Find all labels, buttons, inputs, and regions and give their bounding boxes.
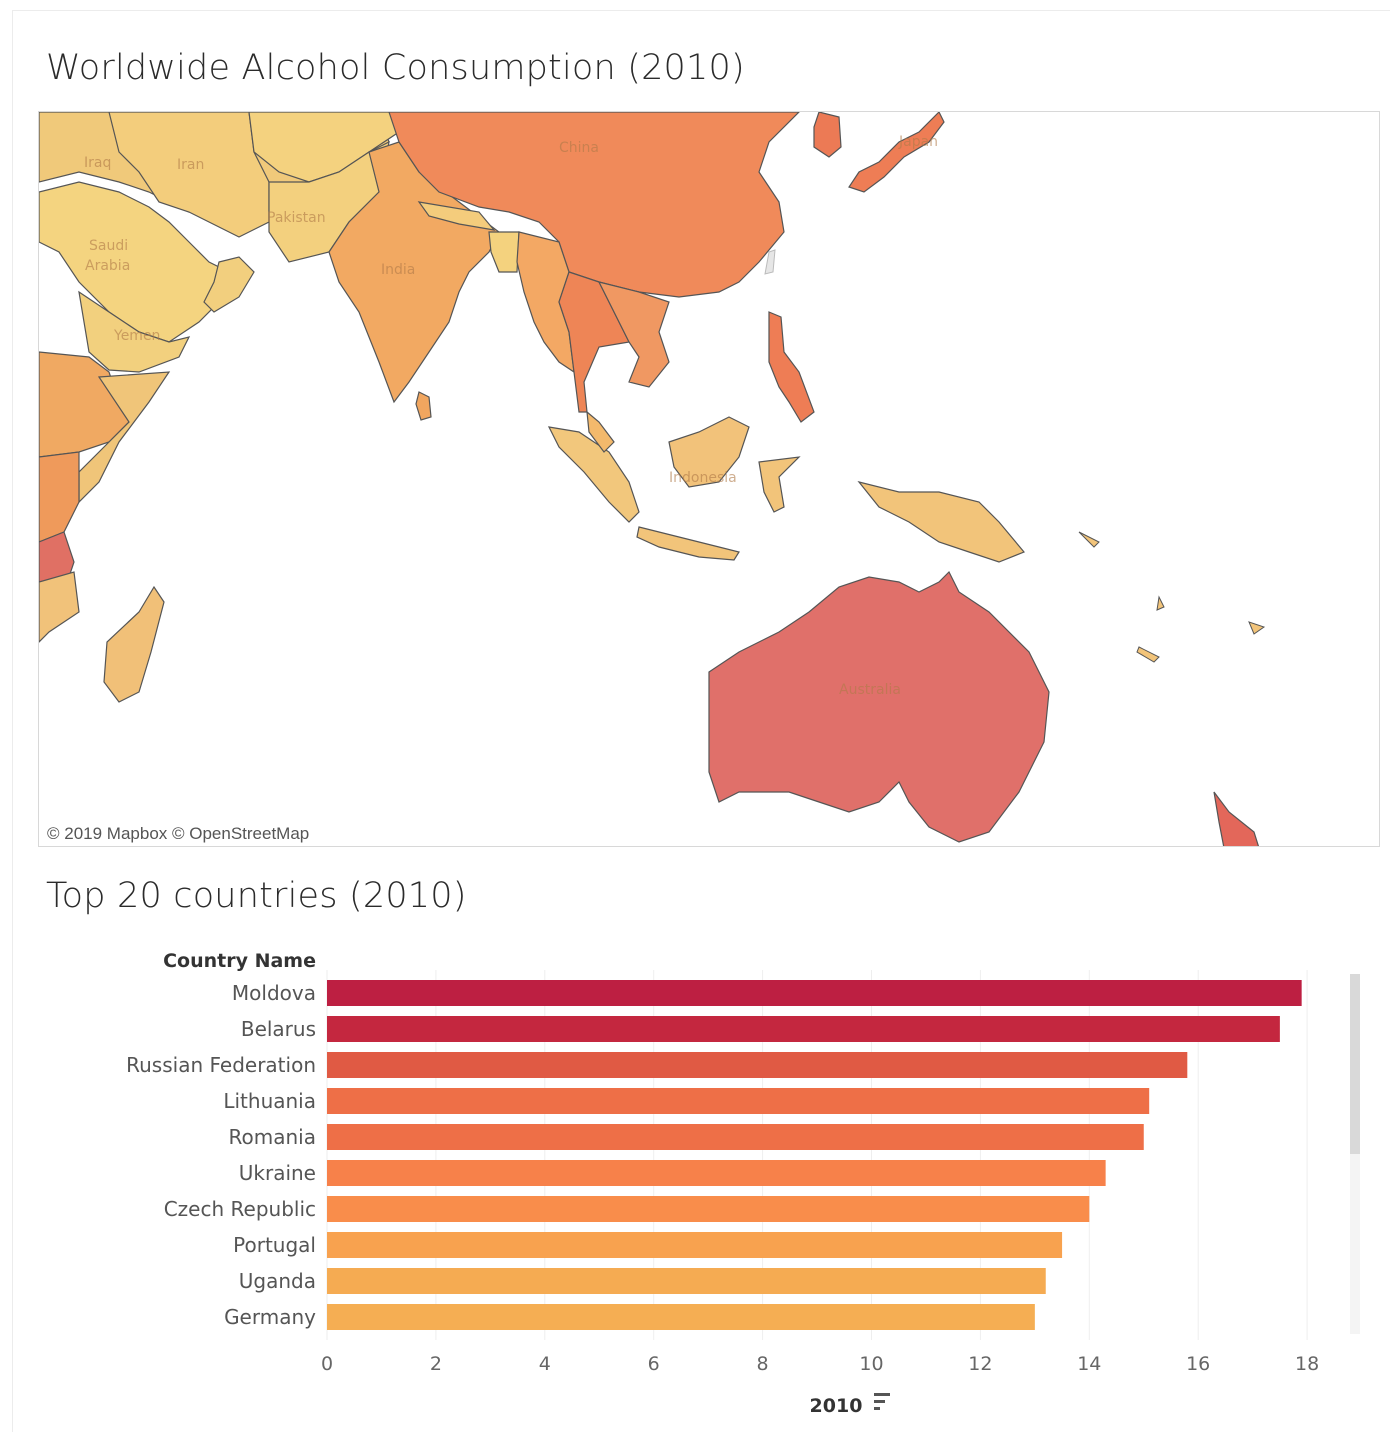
x-tick-label: 12: [968, 1353, 992, 1375]
dashboard-frame: [12, 10, 1390, 1432]
map-title: Worldwide Alcohol Consumption (2010): [46, 48, 745, 88]
bar-chart[interactable]: Country Name Moldova Belarus Russian Feder…: [0, 930, 1392, 1432]
category-label[interactable]: Lithuania: [223, 1089, 316, 1113]
x-tick-label: 0: [321, 1353, 333, 1375]
country-nepal[interactable]: [417, 201, 496, 231]
bar-germany[interactable]: [327, 1304, 1035, 1330]
bar-portugal[interactable]: [327, 1232, 1063, 1258]
country-new-zealand[interactable]: [1213, 791, 1260, 847]
bar-romania[interactable]: [327, 1124, 1144, 1150]
category-label[interactable]: Moldova: [232, 981, 316, 1005]
sort-descending-icon[interactable]: [874, 1393, 890, 1410]
bar-uganda[interactable]: [327, 1268, 1046, 1294]
map-label-china: China: [559, 140, 599, 156]
map-label-saudi: Saudi: [89, 238, 128, 254]
bar-moldova[interactable]: [327, 980, 1302, 1006]
country-java[interactable]: [636, 526, 740, 561]
country-australia[interactable]: [708, 570, 1050, 843]
category-label[interactable]: Belarus: [241, 1017, 316, 1041]
bar-belarus[interactable]: [327, 1016, 1280, 1042]
map-label-japan: Japan: [898, 134, 938, 150]
map-canvas[interactable]: Iraq Iran China Japan Pakistan Saudi Ara…: [39, 112, 1380, 847]
country-malaysia[interactable]: [586, 410, 615, 453]
bar-lithuania[interactable]: [327, 1088, 1150, 1114]
category-label[interactable]: Russian Federation: [126, 1053, 316, 1077]
islands-pacific: [1078, 531, 1266, 663]
country-sumatra[interactable]: [547, 426, 640, 523]
x-tick-label: 2: [430, 1353, 442, 1375]
bar-chart-title: Top 20 countries (2010): [46, 876, 467, 916]
country-oman[interactable]: [203, 256, 255, 313]
map-label-yemen: Yemen: [113, 328, 160, 344]
category-label[interactable]: Czech Republic: [164, 1197, 316, 1221]
map-label-iraq: Iraq: [84, 155, 111, 171]
x-axis-title: 2010: [810, 1395, 863, 1417]
country-vietnam-laos[interactable]: [597, 281, 670, 388]
bar-czech-republic[interactable]: [327, 1196, 1090, 1222]
category-label[interactable]: Uganda: [239, 1269, 316, 1293]
x-tick-label: 4: [539, 1353, 551, 1375]
category-label[interactable]: Portugal: [233, 1233, 316, 1257]
map-attribution[interactable]: © 2019 Mapbox © OpenStreetMap: [45, 824, 312, 844]
country-bangladesh[interactable]: [488, 231, 520, 273]
country-taiwan[interactable]: [764, 249, 776, 275]
category-header: Country Name: [163, 950, 316, 972]
country-tanzania[interactable]: [39, 531, 75, 583]
bar-russian-federation[interactable]: [327, 1052, 1188, 1078]
map-label-india: India: [381, 262, 415, 278]
map-label-indonesia: Indonesia: [669, 470, 737, 486]
x-tick-label: 18: [1295, 1353, 1319, 1375]
country-madagascar[interactable]: [103, 585, 165, 703]
map-label-australia: Australia: [839, 682, 901, 698]
country-korea[interactable]: [813, 112, 842, 158]
country-india[interactable]: [328, 141, 500, 404]
choropleth-map[interactable]: Iraq Iran China Japan Pakistan Saudi Ara…: [38, 111, 1380, 847]
x-tick-label: 16: [1186, 1353, 1210, 1375]
country-papua[interactable]: [857, 480, 1025, 563]
x-tick-label: 6: [648, 1353, 660, 1375]
category-label[interactable]: Ukraine: [239, 1161, 316, 1185]
chart-scroll-thumb[interactable]: [1350, 974, 1360, 1154]
country-somalia[interactable]: [78, 371, 171, 504]
category-label[interactable]: Romania: [229, 1125, 316, 1149]
x-tick-label: 14: [1077, 1353, 1101, 1375]
country-borneo[interactable]: [668, 416, 750, 488]
bar-ukraine[interactable]: [327, 1160, 1106, 1186]
country-mozambique[interactable]: [39, 571, 80, 643]
map-label-pakistan: Pakistan: [267, 210, 326, 226]
map-label-arabia: Arabia: [85, 258, 130, 274]
x-tick-label: 8: [757, 1353, 769, 1375]
country-myanmar[interactable]: [516, 231, 575, 374]
country-philippines[interactable]: [768, 311, 815, 423]
map-label-iran: Iran: [177, 157, 204, 173]
category-label[interactable]: Germany: [224, 1305, 316, 1329]
country-japan[interactable]: [848, 112, 945, 193]
country-kenya[interactable]: [39, 451, 80, 543]
chart-scrollbar[interactable]: [1350, 974, 1360, 1334]
country-yemen[interactable]: [78, 290, 191, 373]
country-sri-lanka[interactable]: [415, 391, 432, 421]
country-sulawesi[interactable]: [758, 456, 801, 513]
x-tick-label: 10: [859, 1353, 883, 1375]
